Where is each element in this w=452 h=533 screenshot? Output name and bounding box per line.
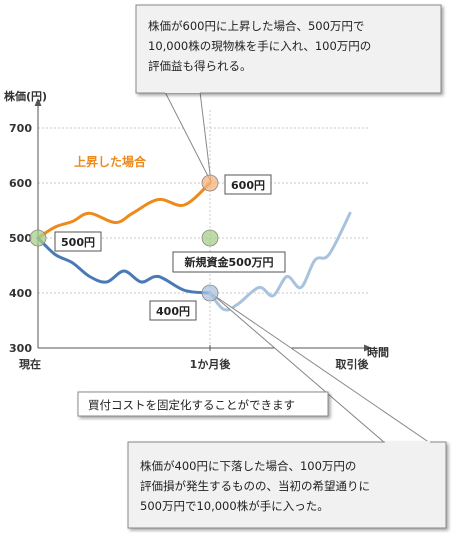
y-tick-400: 400 bbox=[9, 287, 32, 300]
middle-note-text: 買付コストを固定化することができます bbox=[88, 398, 295, 412]
x-axis-title: 時間 bbox=[367, 345, 389, 359]
top-callout-line-1: 株価が600円に上昇した場合、500万円で bbox=[148, 19, 364, 33]
y-tick-700: 700 bbox=[9, 122, 32, 135]
marker-600 bbox=[201, 174, 219, 192]
top-callout-line-3: 評価益も得られる。 bbox=[148, 59, 252, 73]
callout-pointers bbox=[164, 91, 432, 444]
y-tick-300: 300 bbox=[9, 342, 32, 355]
top-callout: 株価が600円に上昇した場合、500万円で 10,000株の現物株を手に入れ、1… bbox=[135, 4, 442, 94]
label-box-400 bbox=[149, 300, 197, 321]
y-tick-500: 500 bbox=[9, 232, 32, 245]
x-tick-2: 取引後 bbox=[336, 357, 370, 371]
bottom-callout-line-3: 500万円で10,000株が手に入った。 bbox=[140, 499, 329, 513]
bottom-callout-line-2: 評価損が発生するものの、当初の希望通りに bbox=[140, 479, 370, 493]
marker-new-funds bbox=[201, 229, 219, 247]
bottom-callout: 株価が400円に下落した場合、100万円の 評価損が発生するものの、当初の希望通… bbox=[127, 441, 447, 529]
label-box-new-funds bbox=[172, 251, 286, 273]
y-axis-title: 株価(円) bbox=[4, 89, 47, 103]
x-tick-labels: 現在 1か月後 取引後 bbox=[19, 357, 369, 371]
point-labels: 500円 600円 新規資金500万円 400円 bbox=[54, 174, 286, 321]
bottom-callout-pointer bbox=[211, 293, 432, 444]
bottom-callout-line-1: 株価が400円に下落した場合、100万円の bbox=[140, 459, 356, 473]
series-fall-line bbox=[36, 236, 212, 295]
series-rise-line bbox=[36, 181, 212, 240]
x-tick-1: 1か月後 bbox=[190, 357, 232, 371]
label-400: 400円 bbox=[156, 305, 190, 318]
label-box-600 bbox=[224, 174, 272, 195]
x-tick-0: 現在 bbox=[19, 357, 41, 371]
top-callout-line-2: 10,000株の現物株を手に入れ、100万円の bbox=[148, 39, 371, 53]
label-600: 600円 bbox=[231, 179, 265, 192]
label-box-500 bbox=[54, 231, 102, 252]
axes bbox=[34, 98, 372, 352]
series-label-rise: 上昇した場合 bbox=[74, 154, 147, 169]
y-tick-labels: 700 600 500 400 300 bbox=[9, 122, 32, 355]
y-tick-600: 600 bbox=[9, 177, 32, 190]
markers bbox=[29, 174, 219, 302]
label-500: 500円 bbox=[61, 236, 95, 249]
marker-400 bbox=[201, 284, 219, 302]
middle-note: 買付コストを固定化することができます bbox=[77, 391, 329, 417]
marker-500 bbox=[29, 229, 47, 247]
label-new-funds: 新規資金500万円 bbox=[185, 255, 274, 269]
top-callout-pointer bbox=[164, 91, 212, 183]
